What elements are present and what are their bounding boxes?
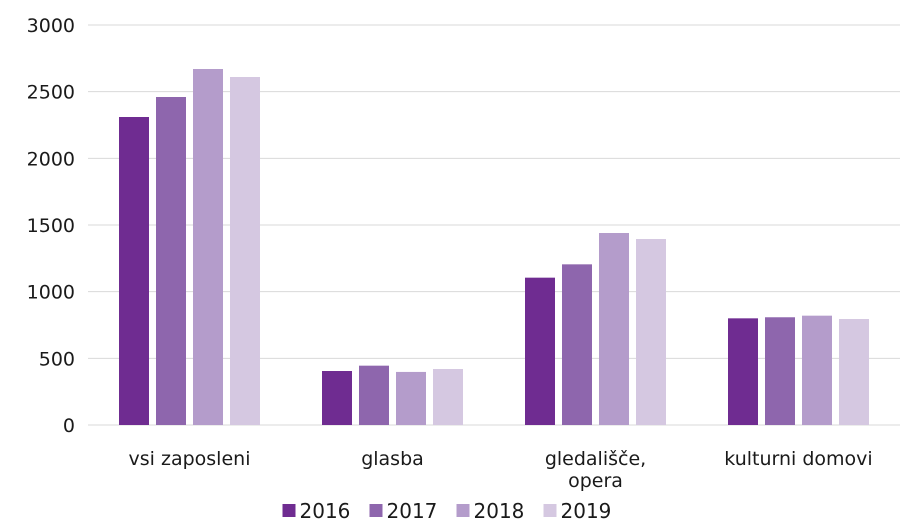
bar-2019-cat-0 — [230, 77, 260, 425]
legend-label: 2016 — [300, 499, 351, 523]
y-axis-tick-labels: 0 500 1000 1500 2000 2500 3000 — [27, 15, 75, 437]
legend-swatch-2019 — [543, 504, 557, 517]
bar-2019-cat-3 — [839, 319, 869, 425]
bar-2017-cat-3 — [765, 317, 795, 425]
category-label: opera — [568, 470, 623, 492]
bar-2019-cat-1 — [433, 369, 463, 425]
bar-2017-cat-1 — [359, 365, 389, 425]
category-label: kulturni domovi — [724, 448, 872, 470]
y-tick-label: 3000 — [27, 15, 75, 37]
bar-2018-cat-3 — [802, 315, 832, 425]
y-tick-label: 1500 — [27, 215, 75, 237]
y-tick-label: 0 — [63, 415, 75, 437]
bar-2018-cat-2 — [599, 233, 629, 425]
bar-2018-cat-0 — [193, 69, 223, 425]
category-label: vsi zaposleni — [129, 448, 251, 470]
gridlines — [88, 24, 900, 426]
y-tick-label: 2000 — [27, 148, 75, 170]
bar-2016-cat-2 — [525, 277, 555, 425]
bar-2017-cat-2 — [562, 264, 592, 425]
bar-2019-cat-2 — [636, 239, 666, 425]
x-axis-category-labels: vsi zaposleni glasba gledališče,opera kultu… — [129, 448, 873, 492]
bar-2016-cat-1 — [322, 371, 352, 425]
category-label: gledališče, — [545, 448, 646, 470]
bar-2017-cat-0 — [156, 97, 186, 425]
legend-swatch-2016 — [282, 504, 296, 517]
bar-2016-cat-0 — [119, 117, 149, 425]
bar-2016-cat-3 — [728, 318, 758, 425]
bars — [119, 69, 869, 425]
bar-2018-cat-1 — [396, 371, 426, 425]
legend-label: 2018 — [474, 499, 525, 523]
y-tick-label: 1000 — [27, 282, 75, 304]
legend-label: 2019 — [561, 499, 612, 523]
legend-label: 2017 — [387, 499, 438, 523]
category-label: glasba — [361, 448, 424, 470]
legend: 2016 2017 2018 2019 — [282, 499, 612, 523]
legend-swatch-2018 — [456, 504, 470, 517]
legend-swatch-2017 — [369, 504, 383, 517]
y-tick-label: 500 — [39, 348, 75, 370]
y-tick-label: 2500 — [27, 82, 75, 104]
